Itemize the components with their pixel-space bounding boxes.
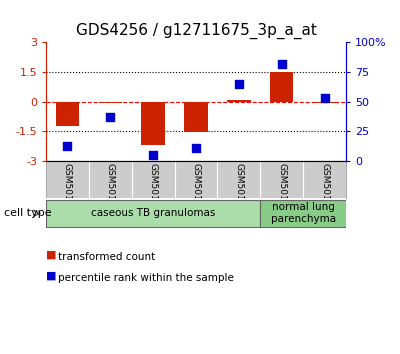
Point bbox=[278, 61, 285, 67]
Text: percentile rank within the sample: percentile rank within the sample bbox=[58, 273, 234, 283]
Text: GSM501250: GSM501250 bbox=[106, 163, 115, 218]
Point bbox=[236, 81, 242, 87]
Bar bbox=[270, 72, 294, 102]
Text: GSM501252: GSM501252 bbox=[192, 163, 200, 218]
Text: GSM501255: GSM501255 bbox=[320, 163, 329, 218]
Text: GDS4256 / g12711675_3p_a_at: GDS4256 / g12711675_3p_a_at bbox=[76, 23, 316, 39]
Bar bbox=[184, 102, 208, 132]
Text: caseous TB granulomas: caseous TB granulomas bbox=[91, 208, 215, 218]
Text: transformed count: transformed count bbox=[58, 252, 155, 262]
Text: GSM501253: GSM501253 bbox=[234, 163, 243, 218]
Text: ■: ■ bbox=[46, 271, 56, 281]
Text: cell type: cell type bbox=[4, 208, 52, 218]
Point bbox=[107, 114, 114, 120]
Point bbox=[321, 96, 328, 101]
Point bbox=[193, 145, 199, 151]
Bar bbox=[56, 102, 79, 126]
Bar bbox=[141, 102, 165, 145]
Text: ■: ■ bbox=[46, 250, 56, 260]
Text: GSM501254: GSM501254 bbox=[277, 163, 286, 218]
FancyBboxPatch shape bbox=[260, 200, 346, 227]
Point bbox=[150, 152, 156, 158]
Bar bbox=[227, 101, 251, 102]
Point bbox=[64, 143, 71, 149]
Bar bbox=[313, 102, 336, 103]
Text: GSM501249: GSM501249 bbox=[63, 163, 72, 218]
Text: GSM501251: GSM501251 bbox=[149, 163, 158, 218]
FancyBboxPatch shape bbox=[46, 200, 260, 227]
Text: normal lung
parenchyma: normal lung parenchyma bbox=[270, 202, 336, 224]
Bar bbox=[98, 102, 122, 103]
